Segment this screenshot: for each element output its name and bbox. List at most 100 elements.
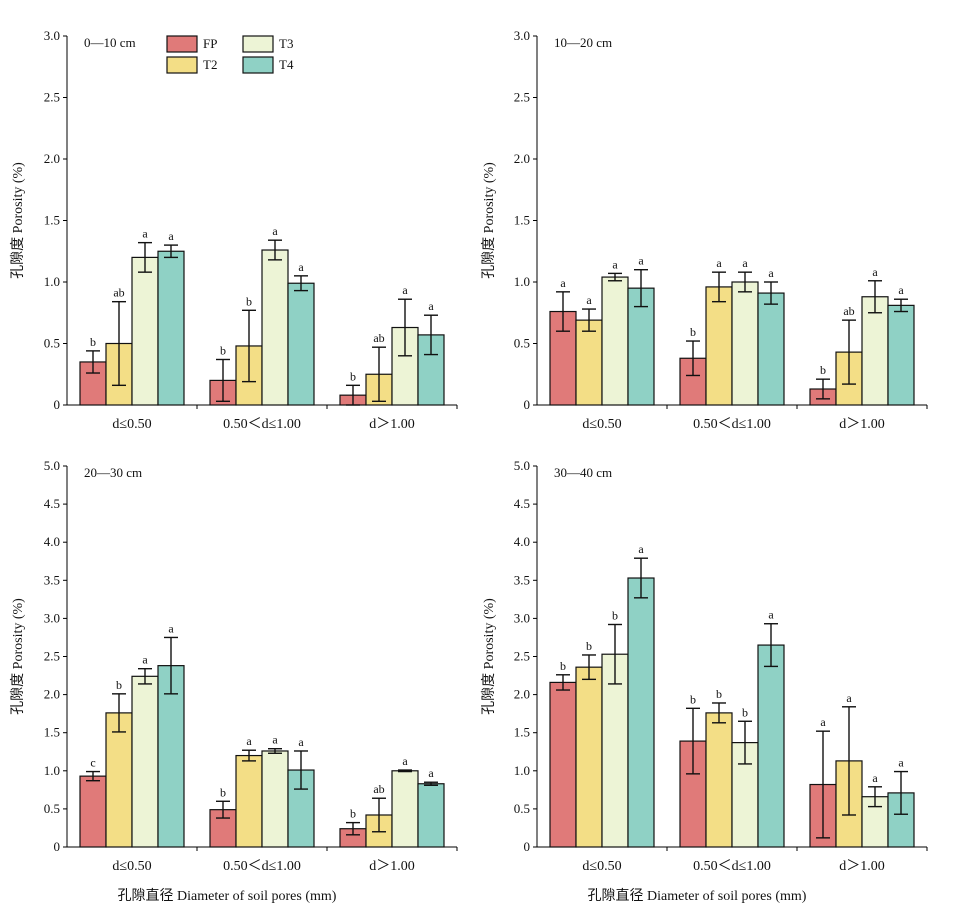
x-category-label: 0.50＜d≤1.00: [223, 417, 301, 432]
legend-swatch-FP: [166, 35, 198, 53]
y-tick-label: 2.5: [514, 649, 530, 664]
y-tick-label: 4.0: [514, 534, 530, 549]
y-tick-label: 1.0: [514, 763, 530, 778]
y-tick-label: 1.5: [44, 725, 60, 740]
significance-letter: a: [272, 224, 278, 238]
y-tick-label: 2.5: [44, 649, 60, 664]
bar-FP-1: [79, 775, 107, 848]
bar-T3-1: [131, 675, 159, 848]
significance-letter: b: [742, 705, 748, 719]
significance-letter: a: [142, 227, 148, 241]
bar-T3-3: [861, 296, 889, 406]
significance-letter: b: [612, 608, 618, 622]
bar-T3-3: [391, 770, 419, 848]
depth-label: 20—30 cm: [84, 465, 142, 480]
y-tick-label: 3.0: [514, 610, 530, 625]
x-category-label: 0.50＜d≤1.00: [693, 859, 771, 874]
bar-T4-1: [627, 287, 655, 406]
significance-letter: a: [768, 266, 774, 280]
y-tick-label: 0: [54, 839, 61, 854]
y-tick-label: 2.0: [514, 687, 530, 702]
bar-T2-2: [235, 754, 263, 848]
y-tick-label: 0.5: [514, 801, 530, 816]
significance-letter: a: [428, 766, 434, 780]
y-tick-label: 2.0: [514, 151, 530, 166]
legend-label-T4: T4: [279, 57, 294, 72]
depth-label: 30—40 cm: [554, 465, 612, 480]
y-tick-label: 2.5: [514, 90, 530, 105]
x-category-label: d＞1.00: [369, 859, 415, 874]
significance-letter: c: [90, 756, 95, 770]
y-tick-label: 2.5: [44, 90, 60, 105]
bar-T2-2: [705, 286, 733, 406]
y-axis-label: 孔隙度 Porosity (%): [481, 162, 497, 279]
y-tick-label: 0: [524, 397, 531, 412]
y-tick-label: 3.0: [44, 610, 60, 625]
significance-letter: a: [168, 229, 174, 243]
legend-label-FP: FP: [203, 36, 217, 51]
x-category-label: 0.50＜d≤1.00: [223, 859, 301, 874]
y-tick-label: 3.5: [44, 572, 60, 587]
bar-FP-1: [549, 681, 577, 848]
y-tick-label: 4.5: [514, 496, 530, 511]
y-tick-label: 1.0: [44, 763, 60, 778]
significance-letter: b: [690, 692, 696, 706]
significance-letter: a: [560, 276, 566, 290]
y-tick-label: 0: [54, 397, 61, 412]
legend-swatch-T4: [242, 56, 274, 74]
bar-T2-2: [705, 712, 733, 848]
significance-letter: b: [690, 325, 696, 339]
bar-T4-3: [417, 783, 445, 848]
depth-label: 10—20 cm: [554, 35, 612, 50]
chart-panel-1: 0 0.5 1.0 1.5 2.0 2.5 3.0 d≤0.50 0.50＜d≤1.00 d＞1.…: [10, 28, 458, 432]
significance-letter: ab: [373, 782, 384, 796]
significance-letter: a: [428, 299, 434, 313]
significance-letter: b: [716, 687, 722, 701]
significance-letter: a: [168, 621, 174, 635]
y-tick-label: 1.5: [514, 213, 530, 228]
significance-letter: b: [220, 343, 226, 357]
x-category-label: d＞1.00: [839, 417, 885, 432]
significance-letter: a: [298, 260, 304, 274]
significance-letter: a: [872, 771, 878, 785]
significance-letter: b: [560, 659, 566, 673]
significance-letter: a: [638, 542, 644, 556]
legend-swatch-T2: [166, 56, 198, 74]
significance-letter: a: [402, 283, 408, 297]
significance-letter: a: [612, 257, 618, 271]
y-tick-label: 0: [524, 839, 531, 854]
y-tick-label: 5.0: [44, 458, 60, 473]
bar-T3-2: [731, 281, 759, 406]
significance-letter: b: [246, 294, 252, 308]
y-tick-label: 4.0: [44, 534, 60, 549]
significance-letter: ab: [843, 304, 854, 318]
y-tick-label: 0.5: [44, 336, 60, 351]
y-tick-label: 2.0: [44, 687, 60, 702]
bar-T4-1: [157, 250, 185, 406]
significance-letter: a: [716, 256, 722, 270]
legend: FP T2 T3 T4: [166, 35, 294, 74]
x-category-label: d≤0.50: [582, 859, 621, 874]
significance-letter: a: [768, 608, 774, 622]
significance-letter: ab: [373, 331, 384, 345]
chart-panel-4: 0 0.5 1.0 1.5 2.0 2.5 3.0 3.5 4.0 4.5 5.0 d≤0.50 0.5…: [481, 458, 928, 904]
y-tick-label: 1.0: [44, 274, 60, 289]
significance-letter: a: [298, 735, 304, 749]
bar-T2-1: [575, 319, 603, 406]
significance-letter: a: [846, 691, 852, 705]
legend-label-T3: T3: [279, 36, 293, 51]
significance-letter: a: [246, 734, 252, 748]
significance-letter: a: [898, 756, 904, 770]
y-tick-label: 1.0: [514, 274, 530, 289]
x-axis-label: 孔隙直径 Diameter of soil pores (mm): [118, 887, 337, 904]
significance-letter: b: [350, 369, 356, 383]
y-tick-label: 0.5: [514, 336, 530, 351]
y-axis-label: 孔隙度 Porosity (%): [481, 598, 497, 715]
significance-letter: a: [872, 265, 878, 279]
bar-T4-2: [757, 292, 785, 406]
chart-panel-3: 0 0.5 1.0 1.5 2.0 2.5 3.0 3.5 4.0 4.5 5.0 d≤0.50 0.5…: [10, 458, 458, 904]
significance-letter: b: [90, 335, 96, 349]
y-tick-label: 5.0: [514, 458, 530, 473]
significance-letter: a: [142, 653, 148, 667]
